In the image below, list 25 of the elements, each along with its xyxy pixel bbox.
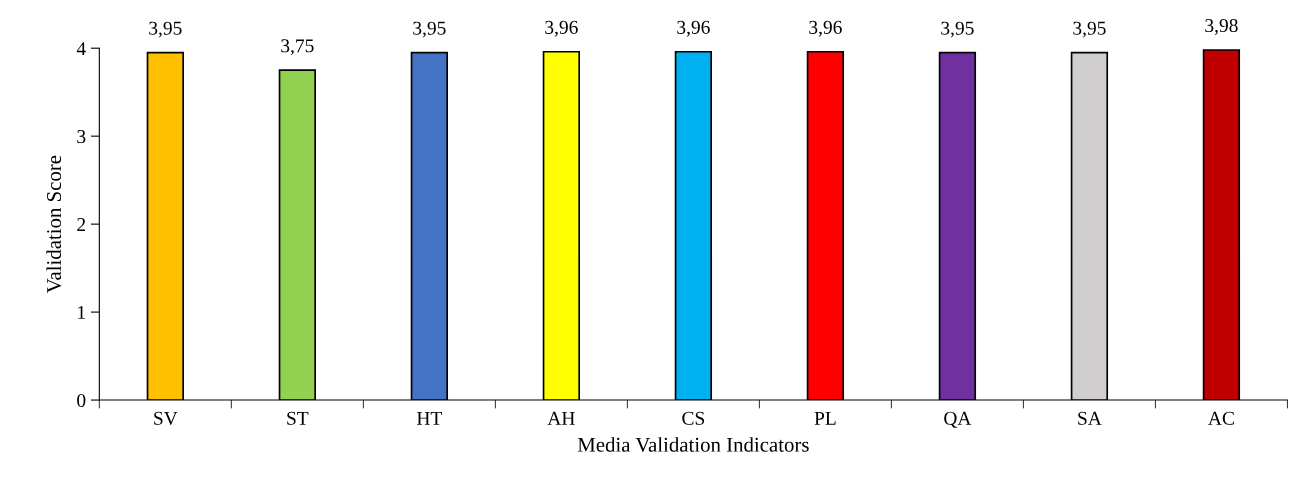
y-tick-label: 4	[76, 42, 86, 55]
x-tick-label: CS	[682, 411, 705, 425]
y-tick-label: 0	[77, 393, 86, 407]
data-label: 3,96	[677, 20, 710, 37]
x-tick-label: PL	[814, 411, 836, 425]
y-tick-label: 3	[77, 130, 86, 144]
y-tick-label: 2	[77, 218, 86, 231]
y-tick-label: 1	[78, 306, 85, 319]
data-label: 3,96	[809, 20, 842, 37]
x-tick-label: AC	[1208, 411, 1234, 425]
x-tick-label: ST	[287, 411, 309, 425]
x-tick-label: HT	[416, 411, 442, 425]
data-label: 3,95	[413, 21, 446, 38]
data-label: 3,95	[1073, 21, 1106, 38]
data-label: 3,95	[941, 21, 974, 38]
x-tick-label: SV	[154, 411, 178, 425]
x-tick-label: SA	[1078, 411, 1102, 425]
x-axis-title: Media Validation Indicators	[577, 437, 809, 452]
y-axis-title: Validation Score	[46, 155, 62, 294]
data-label: 3,96	[545, 20, 578, 37]
data-label: 3,75	[281, 39, 314, 56]
x-tick-label: QA	[944, 411, 972, 428]
x-tick-label: AH	[547, 411, 575, 425]
data-label: 3,98	[1205, 19, 1238, 35]
data-label: 3,95	[149, 21, 182, 38]
